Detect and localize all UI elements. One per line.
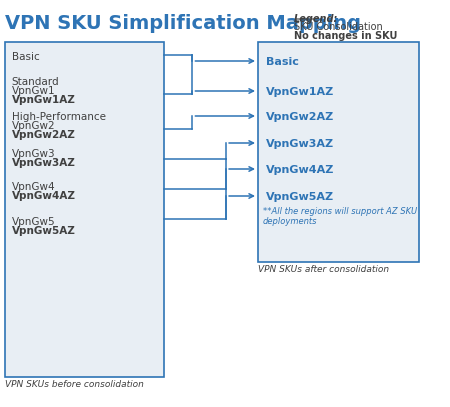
Text: VpnGw5AZ: VpnGw5AZ bbox=[12, 226, 76, 236]
Text: VPN SKUs before consolidation: VPN SKUs before consolidation bbox=[5, 380, 144, 389]
Text: SKU Consolidation: SKU Consolidation bbox=[293, 22, 382, 32]
Text: VpnGw4: VpnGw4 bbox=[12, 182, 55, 192]
Text: High-Performance: High-Performance bbox=[12, 112, 106, 122]
Text: No changes in SKU: No changes in SKU bbox=[293, 31, 397, 41]
Text: VpnGw1: VpnGw1 bbox=[12, 86, 55, 96]
Text: VpnGw3AZ: VpnGw3AZ bbox=[266, 139, 334, 149]
Text: VpnGw3AZ: VpnGw3AZ bbox=[12, 158, 76, 168]
Text: VpnGw4AZ: VpnGw4AZ bbox=[12, 191, 76, 201]
FancyBboxPatch shape bbox=[5, 42, 164, 377]
Text: VpnGw2: VpnGw2 bbox=[12, 121, 55, 131]
Text: **All the regions will support AZ SKU
deployments: **All the regions will support AZ SKU de… bbox=[263, 207, 417, 226]
Text: VpnGw1AZ: VpnGw1AZ bbox=[266, 87, 334, 97]
Text: VPN SKUs after consolidation: VPN SKUs after consolidation bbox=[258, 265, 389, 274]
Text: VpnGw2AZ: VpnGw2AZ bbox=[12, 130, 76, 140]
Text: Standard: Standard bbox=[12, 77, 59, 87]
Text: Legend:: Legend: bbox=[293, 14, 338, 24]
Text: VpnGw4AZ: VpnGw4AZ bbox=[266, 165, 334, 175]
Text: VpnGw1AZ: VpnGw1AZ bbox=[12, 95, 76, 105]
Text: VpnGw3: VpnGw3 bbox=[12, 149, 55, 159]
Text: Basic: Basic bbox=[266, 57, 298, 67]
Text: VpnGw2AZ: VpnGw2AZ bbox=[266, 112, 334, 122]
FancyBboxPatch shape bbox=[258, 42, 418, 262]
Text: Basic: Basic bbox=[12, 52, 39, 62]
Text: VpnGw5: VpnGw5 bbox=[12, 217, 55, 227]
Text: VPN SKU Simplification Mapping: VPN SKU Simplification Mapping bbox=[5, 14, 361, 33]
Text: VpnGw5AZ: VpnGw5AZ bbox=[266, 192, 334, 202]
